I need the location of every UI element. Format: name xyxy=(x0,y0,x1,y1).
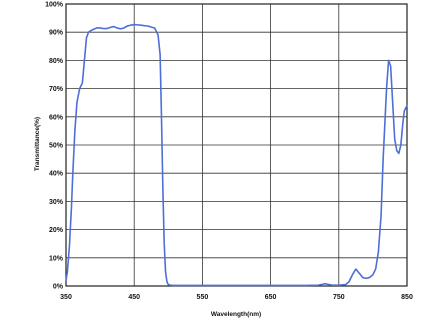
y-tick-label: 0% xyxy=(53,284,64,291)
x-tick-label: 650 xyxy=(265,294,277,301)
x-tick-label: 450 xyxy=(128,294,140,301)
chart-tick-labels: 0% 10% 20% 30% 40% 50% 60% 70% 80% 90% 100% 350 450 5… xyxy=(45,2,413,302)
y-tick-label: 10% xyxy=(49,255,64,262)
y-tick-label: 20% xyxy=(49,227,64,234)
x-axis-title: Wavelength(nm) xyxy=(211,311,261,318)
x-tick-label: 850 xyxy=(401,294,413,301)
chart-series xyxy=(65,23,408,287)
x-tick-label: 750 xyxy=(333,294,345,301)
y-axis-title: Transmittance(%) xyxy=(34,117,41,171)
y-tick-label: 70% xyxy=(49,86,64,93)
y-tick-label: 60% xyxy=(49,114,64,121)
x-tick-label: 550 xyxy=(197,294,209,301)
transmittance-series-line xyxy=(65,23,408,287)
y-tick-label: 40% xyxy=(49,171,64,178)
y-tick-label: 30% xyxy=(49,199,64,206)
y-tick-label: 80% xyxy=(49,58,64,65)
y-tick-label: 90% xyxy=(49,30,64,37)
y-tick-label: 50% xyxy=(49,143,64,150)
x-tick-label: 350 xyxy=(60,294,72,301)
chart-grid xyxy=(65,3,408,287)
y-tick-label: 100% xyxy=(45,2,64,9)
